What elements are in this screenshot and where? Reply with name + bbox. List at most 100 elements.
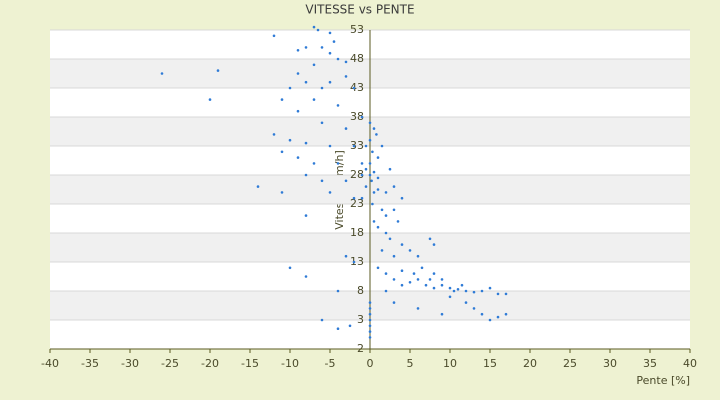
point bbox=[504, 312, 508, 316]
point bbox=[408, 249, 412, 252]
point bbox=[412, 272, 416, 275]
point bbox=[368, 138, 372, 142]
point bbox=[380, 208, 384, 212]
point bbox=[368, 307, 372, 310]
y-tick-label: 53 bbox=[350, 23, 364, 36]
x-tick-label: -25 bbox=[161, 357, 179, 370]
x-tick-label: -35 bbox=[81, 357, 99, 370]
point bbox=[432, 243, 436, 246]
x-tick-label: 25 bbox=[563, 357, 577, 370]
point bbox=[480, 312, 484, 316]
point bbox=[344, 179, 348, 183]
point bbox=[408, 281, 412, 284]
point bbox=[360, 115, 364, 119]
point bbox=[432, 272, 436, 275]
point bbox=[376, 225, 380, 229]
point bbox=[384, 231, 388, 235]
point bbox=[352, 86, 356, 90]
point bbox=[304, 173, 308, 177]
point bbox=[496, 315, 500, 319]
point bbox=[368, 121, 372, 125]
point bbox=[304, 46, 308, 49]
x-tick-label: 15 bbox=[483, 357, 497, 370]
y-tick-label: 13 bbox=[350, 255, 364, 268]
x-tick-label: -15 bbox=[241, 357, 259, 370]
point bbox=[360, 173, 364, 177]
x-tick-label: 5 bbox=[407, 357, 414, 370]
x-tick-label: 0 bbox=[367, 357, 374, 370]
point bbox=[375, 133, 378, 136]
point bbox=[372, 220, 376, 223]
point bbox=[296, 109, 300, 113]
point bbox=[396, 220, 400, 223]
point bbox=[368, 324, 372, 328]
point bbox=[328, 31, 332, 35]
point bbox=[344, 60, 348, 64]
x-tick-label: -40 bbox=[41, 357, 59, 370]
point bbox=[392, 301, 396, 304]
point bbox=[272, 133, 276, 136]
point bbox=[288, 138, 292, 142]
point bbox=[392, 185, 396, 188]
point bbox=[420, 266, 424, 270]
point bbox=[364, 167, 368, 171]
point bbox=[472, 307, 476, 310]
point bbox=[384, 191, 388, 194]
point bbox=[312, 98, 316, 101]
point bbox=[280, 150, 284, 154]
point bbox=[328, 191, 332, 194]
point bbox=[288, 266, 292, 270]
point bbox=[480, 289, 484, 293]
point bbox=[370, 179, 373, 183]
point bbox=[208, 98, 212, 101]
point bbox=[304, 214, 308, 217]
x-tick-label: 35 bbox=[643, 357, 657, 370]
point bbox=[216, 69, 220, 72]
y-tick-label: 33 bbox=[350, 139, 364, 152]
point bbox=[288, 86, 292, 90]
point bbox=[368, 336, 372, 339]
point bbox=[424, 283, 428, 287]
x-tick-label: -20 bbox=[201, 357, 219, 370]
point bbox=[312, 25, 316, 29]
point bbox=[416, 254, 420, 258]
point bbox=[432, 286, 436, 290]
point bbox=[452, 289, 456, 293]
point bbox=[352, 144, 356, 148]
y-tick-label: 28 bbox=[350, 168, 364, 181]
point bbox=[160, 72, 164, 75]
point bbox=[496, 292, 500, 296]
point bbox=[440, 312, 444, 316]
point bbox=[296, 49, 300, 52]
point bbox=[384, 272, 388, 275]
point bbox=[368, 318, 372, 322]
point bbox=[336, 162, 340, 165]
point bbox=[400, 283, 404, 287]
point bbox=[336, 57, 340, 61]
x-tick-label: -10 bbox=[281, 357, 299, 370]
x-tick-label: -30 bbox=[121, 357, 139, 370]
point bbox=[488, 318, 492, 322]
point bbox=[272, 34, 276, 38]
x-tick-label: 30 bbox=[603, 357, 617, 370]
point bbox=[368, 301, 372, 304]
point bbox=[416, 307, 420, 310]
point bbox=[348, 324, 352, 328]
point bbox=[388, 167, 392, 171]
point bbox=[304, 141, 308, 145]
point bbox=[456, 287, 460, 291]
y-tick-label: 38 bbox=[350, 110, 364, 123]
point bbox=[312, 63, 316, 67]
point bbox=[352, 196, 356, 200]
point bbox=[372, 127, 376, 130]
point bbox=[296, 156, 300, 159]
point bbox=[344, 254, 348, 258]
x-tick-label: 40 bbox=[683, 357, 697, 370]
y-tick-label: 48 bbox=[350, 52, 364, 65]
x-axis-title: Pente [%] bbox=[636, 374, 690, 387]
point bbox=[304, 80, 308, 84]
point bbox=[376, 266, 380, 270]
point bbox=[368, 312, 372, 316]
point bbox=[488, 286, 492, 290]
